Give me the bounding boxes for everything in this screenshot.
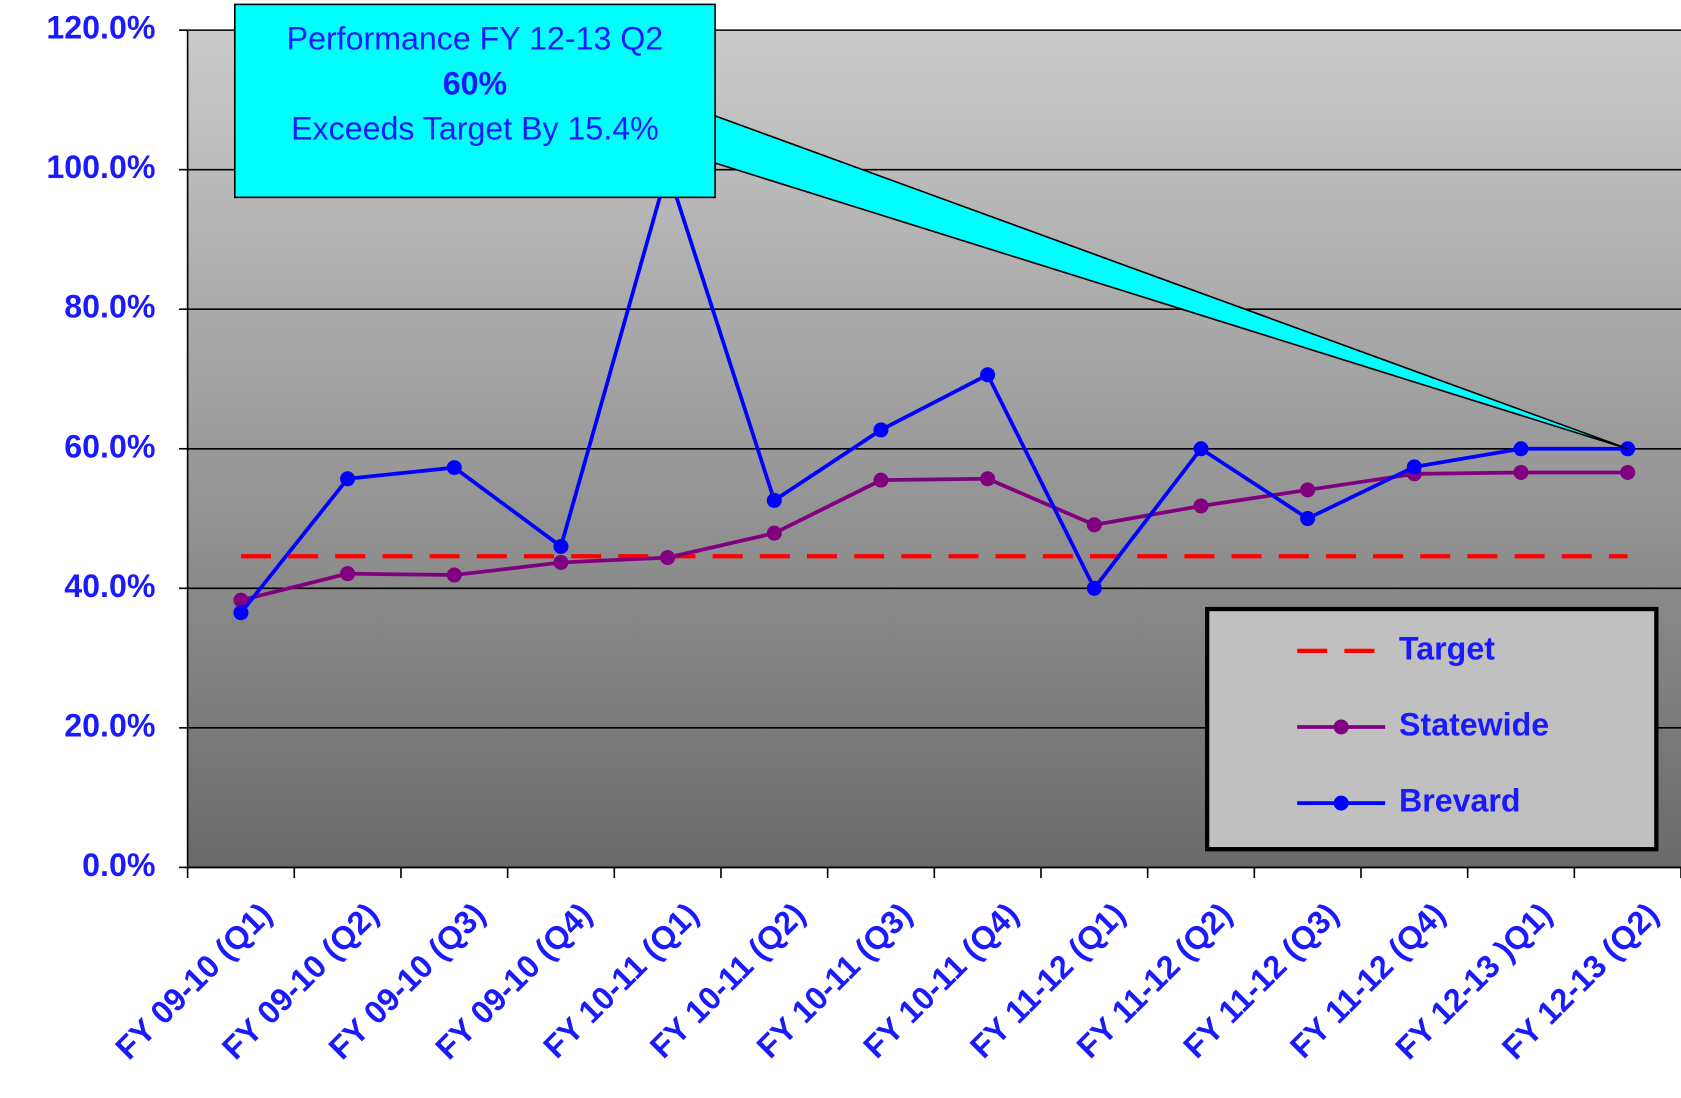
point [1513,464,1529,480]
point [873,422,889,438]
point [553,538,569,554]
point [446,460,462,476]
point [1300,482,1316,498]
y-tick-label: 60.0% [64,428,155,464]
legend-label: Statewide [1399,706,1549,742]
point [553,554,569,570]
point [233,605,249,621]
legend: Target Statewide Brevard [1205,606,1659,852]
point [1406,459,1422,475]
point [1086,517,1102,533]
legend-box [1205,606,1659,852]
point [660,550,676,566]
point [1513,441,1529,457]
callout-box [233,3,716,199]
y-tick-label: 80.0% [64,289,155,325]
point [1086,580,1102,596]
point [1193,498,1209,514]
y-tick-label: 0.0% [82,847,155,883]
legend-marker [1333,719,1349,735]
point [980,367,996,383]
callout-text: 60% [443,65,507,101]
callout-text: Performance FY 12-13 Q2 [287,20,664,56]
callout: Performance FY 12-13 Q2 60% Exceeds Target… [233,3,1628,450]
point [1300,511,1316,527]
point [766,525,782,541]
legend-marker [1333,795,1349,811]
y-tick-label: 100.0% [46,149,155,185]
series-line [239,163,1628,614]
y-tick-label: 40.0% [64,568,155,604]
point [446,567,462,583]
legend-label: Target [1399,630,1495,666]
y-tick-label: 120.0% [46,10,155,46]
point [340,566,356,582]
y-tick-label: 20.0% [64,707,155,743]
point [980,471,996,487]
legend-label: Brevard [1399,783,1521,819]
point [1620,464,1636,480]
callout-text: Exceeds Target By 15.4% [291,110,659,146]
point [233,592,249,608]
point [340,471,356,487]
point [766,492,782,508]
point [1193,441,1209,457]
point [873,472,889,488]
